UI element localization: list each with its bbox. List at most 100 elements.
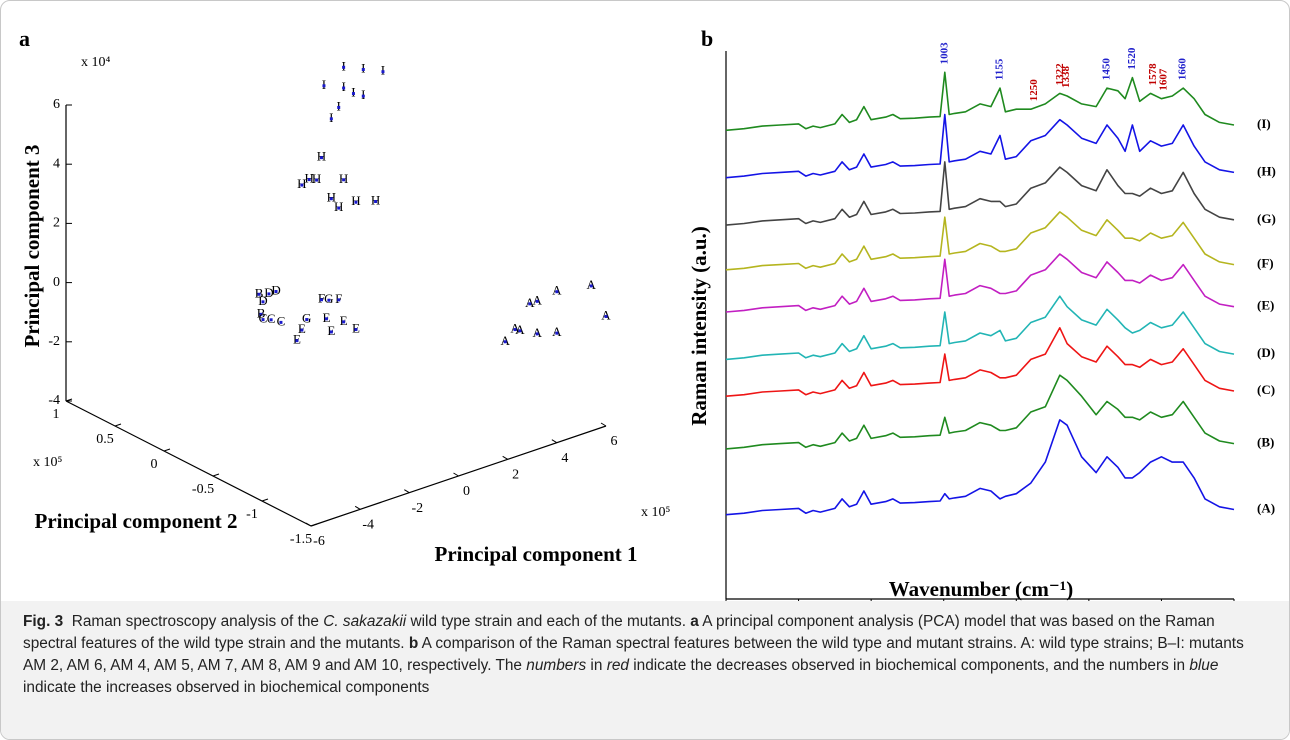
point — [324, 317, 328, 321]
tick-mark — [163, 448, 171, 452]
point-label: G — [302, 311, 311, 326]
caption-text: blue — [1189, 657, 1219, 674]
point — [337, 105, 341, 109]
y-tick-label: 1 — [53, 407, 60, 422]
point-label: A — [510, 321, 520, 336]
point — [361, 68, 365, 72]
point-label: C — [277, 313, 286, 328]
y-axis-title: Principal component 2 — [35, 509, 238, 533]
tick-mark — [404, 489, 410, 494]
tick-mark — [212, 473, 220, 477]
caption-text: a — [690, 613, 699, 630]
y-axis-title: Raman intensity (a.u.) — [687, 226, 711, 426]
spectrum-line — [725, 374, 1235, 450]
tick-mark — [310, 523, 318, 527]
point — [361, 94, 365, 98]
spectrum-line — [725, 419, 1235, 516]
caption-text: Raman spectroscopy analysis of the — [63, 613, 324, 630]
point-label: H — [312, 171, 321, 186]
point-label: A — [532, 325, 542, 340]
point-label: A — [601, 307, 611, 322]
z-tick-label: 6 — [53, 97, 60, 112]
panel-label: a — [19, 26, 30, 51]
x-axis-title: Principal component 1 — [435, 542, 638, 566]
point — [342, 178, 346, 182]
point — [535, 332, 539, 336]
spectrum-line — [725, 295, 1235, 361]
point-label: E — [340, 313, 348, 328]
point — [555, 331, 559, 335]
point-label: D — [271, 282, 280, 297]
point — [342, 320, 346, 324]
point — [259, 312, 263, 316]
series-label: (D) — [1257, 345, 1275, 360]
point-label: A — [525, 295, 535, 310]
point — [351, 92, 355, 96]
peak-annotation: 1338 — [1060, 66, 1072, 89]
point-label: E — [298, 321, 306, 336]
z-tick-label: 0 — [53, 275, 60, 290]
x-tick-label: -4 — [362, 518, 374, 533]
x-axis-title: Wavenumber (cm⁻¹) — [889, 577, 1073, 601]
point — [374, 200, 378, 204]
peak-annotation: 1578 — [1147, 63, 1159, 86]
point — [555, 290, 559, 294]
point-label: D — [258, 293, 267, 308]
point — [322, 84, 326, 88]
x-tick-label: -6 — [313, 534, 325, 549]
point — [329, 117, 333, 121]
point — [267, 292, 271, 296]
point-label: I — [322, 77, 326, 92]
axis-line — [65, 400, 312, 527]
x-tick-label: 0 — [463, 484, 470, 499]
peak-annotation: 1607 — [1157, 68, 1169, 91]
tick-mark — [114, 423, 122, 427]
y-tick-label: 0.5 — [96, 432, 114, 447]
point-label: I — [351, 85, 355, 100]
point — [307, 178, 311, 182]
point-label: H — [334, 199, 343, 214]
point-label: H — [351, 193, 360, 208]
series-label: (C) — [1257, 382, 1275, 397]
point-label: A — [552, 324, 562, 339]
point — [315, 178, 319, 182]
point-label: I — [341, 58, 345, 73]
point — [320, 156, 323, 160]
caption-text: numbers — [526, 657, 587, 674]
tick-mark — [502, 455, 508, 460]
figure-panels: a b Principal component 3 Principal comp… — [19, 26, 1276, 601]
series-label: (G) — [1257, 211, 1276, 226]
point — [354, 328, 358, 332]
point-label: A — [532, 292, 542, 307]
point-label: A — [501, 333, 511, 348]
point — [337, 298, 341, 302]
caption-text: Fig. 3 — [23, 613, 64, 630]
point-label: C — [259, 311, 268, 326]
point-label: H — [327, 190, 336, 205]
caption-text: red — [606, 657, 629, 674]
peak-annotation: 1520 — [1126, 47, 1138, 70]
y-tick-label: 0 — [151, 457, 158, 472]
point — [518, 329, 522, 333]
spectrum-line — [725, 211, 1235, 271]
point-label: H — [297, 176, 306, 191]
tick-mark — [65, 398, 73, 402]
point-label: A — [587, 277, 597, 292]
point-label: I — [337, 98, 341, 113]
tick-mark — [453, 472, 459, 477]
series-label: (B) — [1257, 435, 1274, 450]
point-label: I — [361, 60, 365, 75]
series-label: (A) — [1257, 500, 1275, 515]
point — [589, 284, 593, 288]
panel-label: b — [701, 26, 713, 51]
z-tick-label: 2 — [53, 216, 60, 231]
axis-multiplier: x 10⁵ — [33, 455, 63, 470]
peak-annotation: 1322 — [1054, 63, 1066, 86]
z-axis-title: Principal component 3 — [20, 145, 44, 348]
figure-caption: Fig. 3 Raman spectroscopy analysis of th… — [1, 601, 1289, 739]
point — [381, 70, 385, 74]
caption-text: wild type strain and each of the mutants… — [406, 613, 691, 630]
point-label: C — [267, 311, 276, 326]
point-label: E — [352, 321, 360, 336]
